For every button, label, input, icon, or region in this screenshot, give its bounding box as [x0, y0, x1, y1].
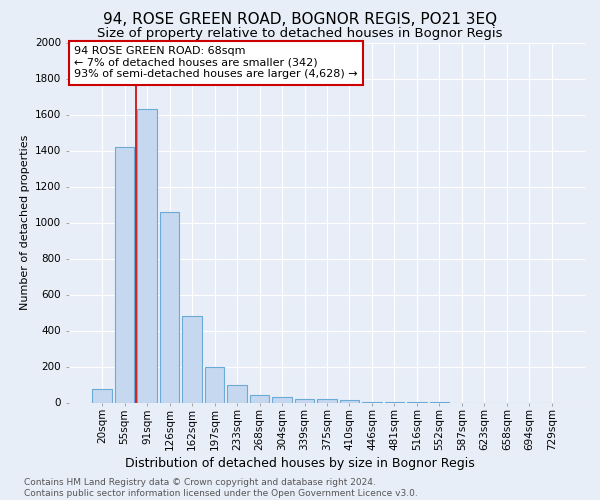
- Bar: [182, 316, 202, 402]
- Text: 94, ROSE GREEN ROAD, BOGNOR REGIS, PO21 3EQ: 94, ROSE GREEN ROAD, BOGNOR REGIS, PO21 …: [103, 12, 497, 28]
- Y-axis label: Number of detached properties: Number of detached properties: [20, 135, 29, 310]
- Bar: [272, 398, 292, 402]
- Bar: [137, 109, 157, 403]
- Bar: [205, 366, 224, 402]
- Bar: [160, 212, 179, 402]
- Bar: [295, 398, 314, 402]
- Bar: [227, 384, 247, 402]
- Text: Distribution of detached houses by size in Bognor Regis: Distribution of detached houses by size …: [125, 458, 475, 470]
- Bar: [92, 389, 112, 402]
- Text: 94 ROSE GREEN ROAD: 68sqm
← 7% of detached houses are smaller (342)
93% of semi-: 94 ROSE GREEN ROAD: 68sqm ← 7% of detach…: [74, 46, 358, 80]
- Bar: [250, 396, 269, 402]
- Bar: [317, 399, 337, 402]
- Bar: [340, 400, 359, 402]
- Bar: [115, 147, 134, 403]
- Text: Contains HM Land Registry data © Crown copyright and database right 2024.
Contai: Contains HM Land Registry data © Crown c…: [24, 478, 418, 498]
- Text: Size of property relative to detached houses in Bognor Regis: Size of property relative to detached ho…: [97, 28, 503, 40]
